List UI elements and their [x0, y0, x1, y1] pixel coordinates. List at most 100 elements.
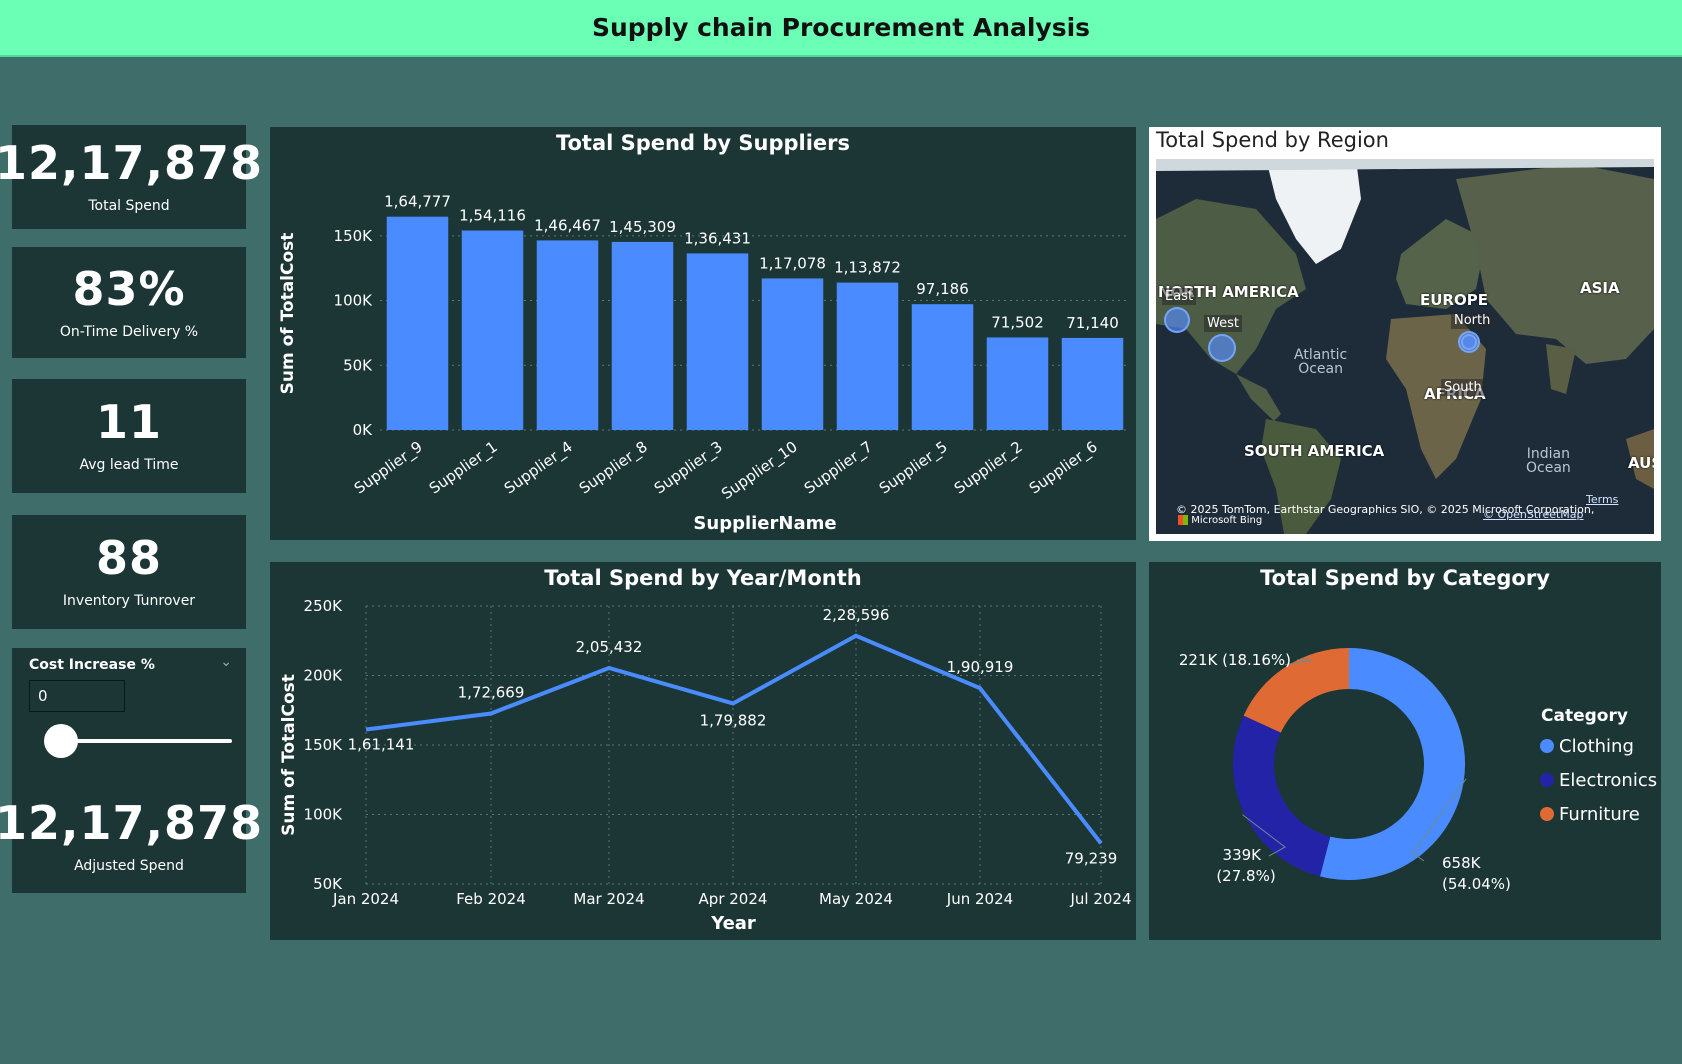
continent-label: ASIA [1580, 279, 1620, 297]
bar-chart: 0K 50K 100K 150K Sum of TotalCost SupplierNam… [278, 193, 1130, 534]
bar [761, 278, 824, 430]
line-data-label: 1,90,919 [947, 658, 1014, 676]
legend-marker [1540, 773, 1554, 787]
kpi-value: 88 [95, 531, 162, 585]
osm-link[interactable]: © OpenStreetMap [1483, 508, 1584, 521]
y-tick-label: 150K [304, 736, 344, 754]
line-data-label: 1,79,882 [700, 711, 767, 729]
bubble-east[interactable] [1164, 307, 1190, 333]
x-tick-label: Supplier_2 [951, 438, 1026, 499]
legend-item: Clothing [1559, 736, 1634, 757]
line-data-label: 1,61,141 [348, 736, 415, 754]
kpi-value: 11 [95, 395, 162, 449]
x-tick-label: Supplier_3 [651, 438, 726, 499]
x-tick-label: Feb 2024 [456, 890, 526, 908]
bar-data-label: 1,17,078 [759, 254, 826, 272]
series-line [365, 633, 1103, 845]
slicer-title: Cost Increase % [29, 657, 155, 673]
slider-track[interactable] [50, 739, 232, 743]
x-tick-label: Jun 2024 [946, 890, 1013, 908]
x-tick-label: Supplier_10 [718, 438, 801, 504]
x-tick-label: Supplier_7 [801, 438, 876, 499]
kpi-label: Avg lead Time [79, 457, 179, 473]
donut-data-label: 658K [1442, 854, 1482, 872]
x-tick-label: Mar 2024 [573, 890, 644, 908]
line-data-label: 1,72,669 [458, 683, 525, 701]
bar [1061, 337, 1124, 430]
donut-slice [1233, 715, 1331, 877]
region-label-south: South [1441, 379, 1485, 396]
ocean-label: Indian Ocean [1526, 446, 1571, 476]
kpi-adjusted-spend: 12,17,878 Adjusted Spend [0, 780, 262, 893]
bubble-south[interactable] [1461, 334, 1477, 350]
y-tick-label: 0K [353, 421, 374, 439]
legend-item: Furniture [1559, 804, 1640, 825]
map-attribution: © 2025 TomTom, Earthstar Geographics SIO… [1176, 503, 1595, 516]
chart-title: Total Spend by Suppliers [555, 131, 851, 155]
donut-chart-card: Total Spend by Category 658K (54.04%) 339K… [1149, 562, 1661, 940]
map-view[interactable]: NORTH AMERICA EUROPE ASIA AFRICA SOUTH A… [1156, 159, 1654, 534]
leader-line [1242, 814, 1286, 857]
donut-slice [1319, 648, 1465, 880]
donut-slice [1243, 648, 1349, 733]
bar-data-label: 1,54,116 [459, 207, 526, 225]
y-tick-label: 100K [334, 292, 374, 310]
chevron-down-icon[interactable]: ⌄ [220, 654, 232, 670]
bar-data-label: 1,46,467 [534, 216, 601, 234]
x-axis-title: SupplierName [693, 513, 836, 534]
cost-increase-input[interactable]: 0 [29, 680, 125, 712]
donut-data-label: 339K [1223, 846, 1263, 864]
x-tick-label: Supplier_9 [351, 438, 426, 499]
bar-data-label: 71,502 [991, 313, 1044, 331]
bubble-west[interactable] [1208, 334, 1236, 362]
x-tick-label: Supplier_6 [1026, 438, 1101, 499]
line-chart: 50K 100K 150K 200K 250K Jan 2024 Feb 2024 Mar 2… [279, 597, 1132, 934]
kpi-label: Total Spend [88, 198, 170, 214]
x-tick-label: Supplier_4 [501, 438, 576, 499]
continent-label: SOUTH AMERICA [1244, 442, 1385, 460]
bar-data-label: 1,64,777 [384, 193, 451, 211]
bar [986, 337, 1049, 430]
line-data-label: 2,28,596 [823, 606, 890, 624]
donut-data-label: (27.8%) [1216, 867, 1275, 885]
terms-link[interactable]: Terms [1586, 493, 1619, 506]
cost-increase-slicer: Cost Increase % ⌄ 0 [12, 648, 246, 780]
microsoft-logo-icon [1178, 515, 1188, 525]
bar-chart-card: Total Spend by Suppliers 0K 50K 100K 150K Su… [270, 127, 1136, 540]
x-tick-label: Apr 2024 [699, 890, 768, 908]
kpi-label: On-Time Delivery % [59, 323, 199, 340]
leader-line [1285, 659, 1314, 666]
kpi-value: 83% [72, 261, 186, 316]
donut-data-label: (54.04%) [1442, 875, 1511, 893]
x-tick-label: Supplier_1 [426, 438, 501, 499]
y-axis-title: Sum of TotalCost [279, 674, 299, 836]
chart-title: Total Spend by Year/Month [544, 566, 862, 590]
y-tick-label: 150K [334, 227, 374, 245]
legend-marker [1540, 739, 1554, 753]
map-title: Total Spend by Region [1156, 128, 1389, 152]
bar-data-label: 71,140 [1066, 314, 1119, 332]
kpi-on-time-delivery: 83% On-Time Delivery % [12, 247, 246, 358]
kpi-inventory-turnover: 88 Inventory Tunrover [12, 515, 246, 629]
kpi-avg-lead-time: 11 Avg lead Time [12, 379, 246, 493]
x-tick-label: Jul 2024 [1069, 890, 1131, 908]
ocean-label: Atlantic Ocean [1294, 347, 1348, 377]
y-tick-label: 250K [304, 597, 344, 615]
leader-line [1412, 778, 1467, 862]
x-tick-label: Supplier_8 [576, 438, 651, 499]
line-data-label: 2,05,432 [576, 638, 643, 656]
bar-data-label: 1,13,872 [834, 259, 901, 277]
y-tick-label: 200K [304, 667, 344, 685]
bar [461, 230, 524, 430]
x-tick-label: Jan 2024 [332, 890, 399, 908]
kpi-total-spend: 12,17,878 Total Spend [0, 125, 262, 229]
bar [911, 304, 974, 430]
world-map-image [1156, 159, 1654, 534]
map-card: Total Spend by Region NORTH AMERICA [1149, 127, 1661, 541]
donut-chart: 658K (54.04%) 339K (27.8%) 221K (18.16%) Cate… [1179, 648, 1657, 893]
header-bar: Supply chain Procurement Analysis [0, 0, 1682, 57]
x-axis-title: Year [710, 913, 756, 934]
donut-data-label: 221K (18.16%) [1179, 651, 1291, 669]
slider-thumb[interactable] [44, 724, 78, 758]
y-tick-label: 100K [304, 806, 344, 824]
